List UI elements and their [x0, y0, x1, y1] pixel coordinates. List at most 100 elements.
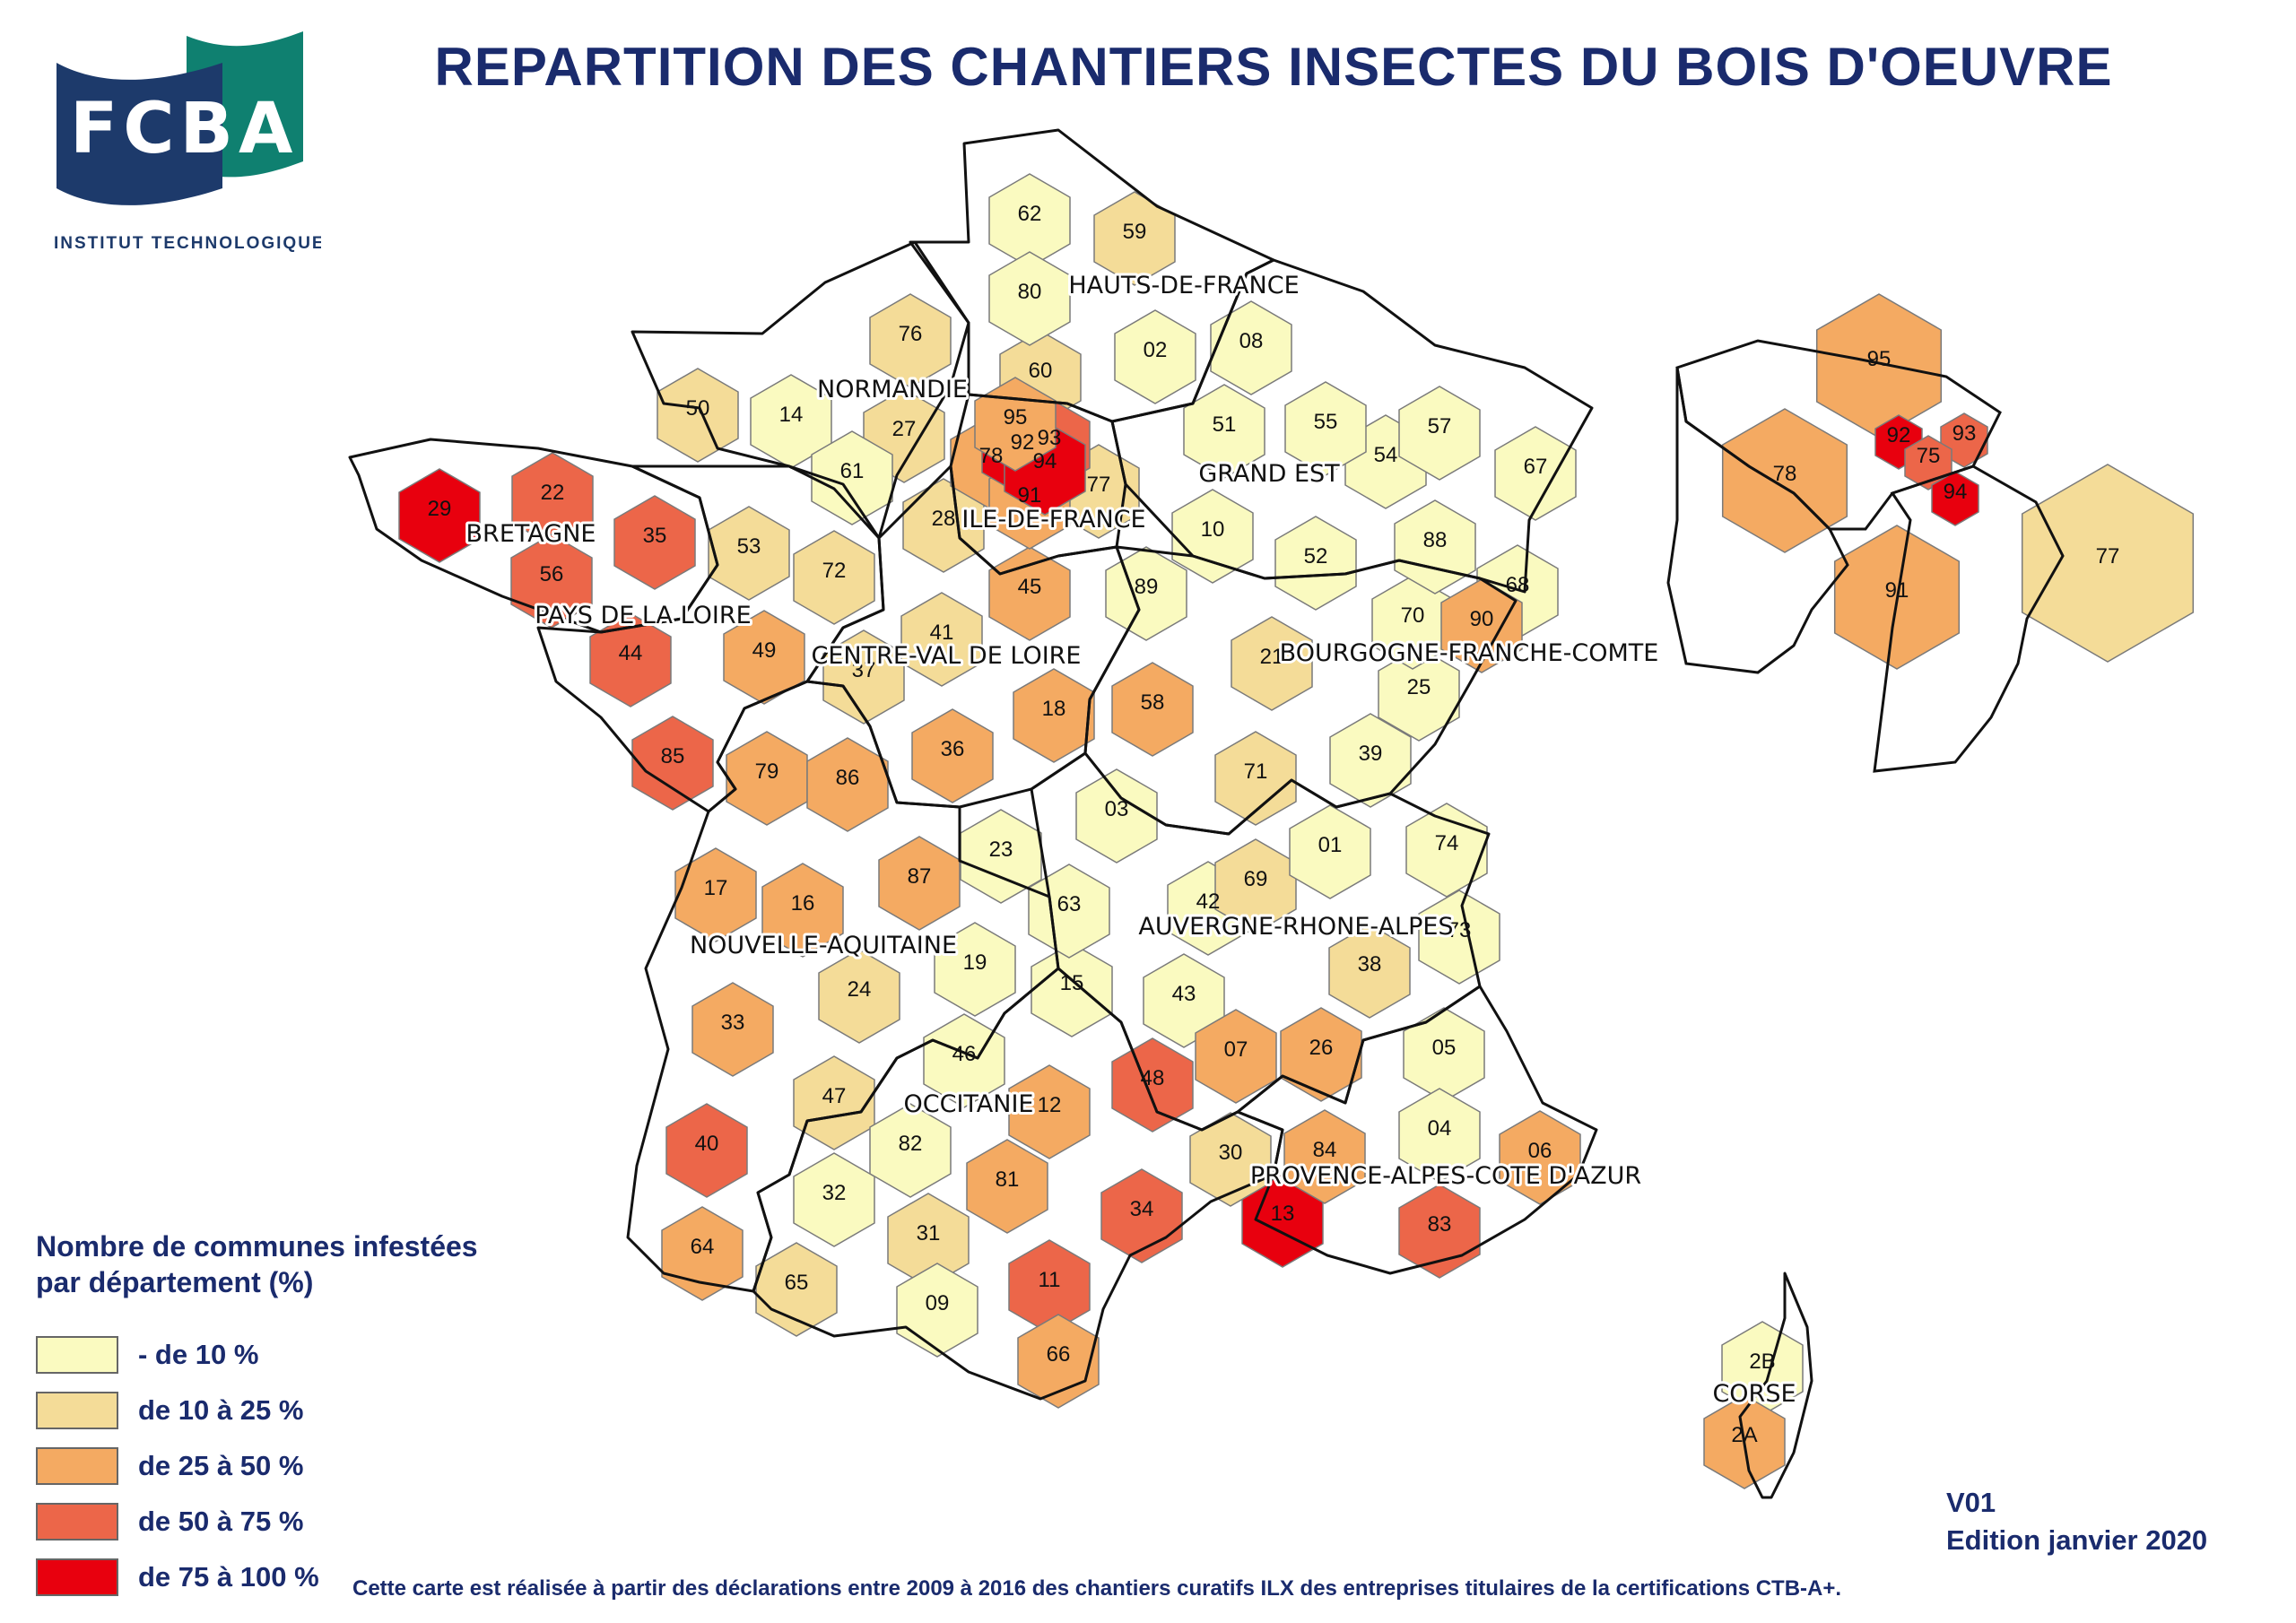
department-04	[1398, 1088, 1481, 1183]
boundary-corse	[1738, 1271, 1813, 1499]
idf-inset-department-label-77: 77	[2096, 544, 2120, 568]
department-label-25: 25	[1407, 675, 1431, 699]
department-label-13: 13	[1271, 1202, 1295, 1226]
legend-swatch	[36, 1336, 118, 1374]
department-label-70: 70	[1401, 603, 1425, 628]
department-81	[966, 1139, 1048, 1234]
department-label-2B: 2B	[1749, 1350, 1775, 1374]
department-label-17: 17	[704, 876, 728, 900]
department-label-21: 21	[1260, 645, 1284, 669]
department-73	[1418, 890, 1500, 985]
region-label: GRAND EST	[1198, 460, 1340, 488]
department-82	[869, 1103, 952, 1198]
department-40	[665, 1103, 748, 1198]
department-label-11: 11	[1039, 1268, 1061, 1292]
department-83	[1398, 1184, 1481, 1279]
department-label-12: 12	[1038, 1093, 1062, 1117]
idf-inset-boundary	[1666, 339, 2065, 773]
department-label-40: 40	[695, 1132, 719, 1156]
logo-navy-flag	[57, 63, 222, 205]
department-label-15: 15	[1060, 971, 1084, 995]
department-label-68: 68	[1506, 573, 1530, 597]
department-label-26: 26	[1309, 1036, 1334, 1060]
department-label-89: 89	[1135, 575, 1159, 599]
department-label-56: 56	[540, 562, 564, 586]
department-80	[988, 251, 1071, 346]
department-label-85: 85	[661, 744, 685, 768]
department-65	[755, 1242, 838, 1337]
department-label-36: 36	[941, 737, 965, 761]
fcba-logo: FCBA INSTITUT TECHNOLOGIQUE	[52, 27, 324, 260]
department-label-94: 94	[1033, 449, 1057, 473]
legend: Nombre de communes infestées par départe…	[36, 1228, 538, 1605]
region-boundaries	[348, 128, 1813, 1499]
legend-label: de 10 à 25 %	[138, 1394, 304, 1426]
department-label-92: 92	[1011, 430, 1035, 455]
department-label-35: 35	[643, 524, 667, 548]
department-label-58: 58	[1141, 690, 1165, 715]
department-21	[1231, 616, 1313, 711]
department-label-88: 88	[1423, 528, 1448, 552]
department-67	[1494, 426, 1577, 521]
department-15	[1031, 942, 1113, 1037]
department-29	[398, 468, 481, 563]
department-09	[896, 1263, 978, 1358]
department-label-24: 24	[848, 977, 872, 1002]
department-label-33: 33	[721, 1011, 745, 1035]
department-49	[723, 610, 805, 705]
department-label-66: 66	[1047, 1342, 1071, 1367]
idf-inset-department-93	[1940, 412, 1988, 468]
department-48	[1111, 1037, 1194, 1133]
department-label-38: 38	[1358, 952, 1382, 976]
department-label-84: 84	[1313, 1138, 1337, 1162]
region-label: PAYS DE LA LOIRE	[535, 602, 751, 629]
department-label-57: 57	[1428, 414, 1452, 438]
department-label-31: 31	[917, 1221, 941, 1245]
legend-title-line1: Nombre de communes infestées	[36, 1230, 478, 1263]
department-02	[1114, 309, 1196, 404]
idf-inset-department-label-92: 92	[1887, 423, 1911, 447]
department-label-19: 19	[963, 950, 987, 975]
department-label-87: 87	[908, 864, 932, 889]
department-label-50: 50	[686, 396, 710, 421]
department-10	[1171, 489, 1254, 584]
department-label-90: 90	[1470, 607, 1494, 631]
department-label-49: 49	[752, 638, 777, 663]
region-label: NORMANDIE	[817, 376, 968, 404]
region-label: PROVENCE-ALPES-COTE D'AZUR	[1250, 1162, 1641, 1190]
department-label-82: 82	[899, 1132, 923, 1156]
department-44	[589, 612, 672, 707]
department-19	[934, 922, 1016, 1017]
department-07	[1195, 1009, 1277, 1104]
department-52	[1274, 516, 1357, 611]
department-label-64: 64	[691, 1235, 715, 1259]
department-label-65: 65	[785, 1271, 809, 1295]
legend-item: de 75 à 100 %	[36, 1549, 538, 1605]
department-84	[1283, 1109, 1366, 1204]
department-label-18: 18	[1042, 697, 1066, 721]
department-label-48: 48	[1141, 1066, 1165, 1090]
department-51	[1183, 384, 1265, 479]
department-38	[1328, 924, 1411, 1019]
department-label-67: 67	[1524, 455, 1548, 479]
idf-inset-department-label-95: 95	[1867, 347, 1892, 371]
department-label-37: 37	[852, 658, 876, 682]
department-label-10: 10	[1201, 517, 1225, 542]
department-label-05: 05	[1432, 1036, 1457, 1060]
department-79	[726, 731, 808, 826]
legend-title: Nombre de communes infestées par départe…	[36, 1228, 538, 1300]
region-label: BRETAGNE	[466, 520, 596, 548]
department-label-77: 77	[1087, 473, 1111, 497]
department-43	[1143, 953, 1225, 1048]
department-85	[631, 716, 714, 811]
region-label: BOURGOGNE-FRANCHE-COMTE	[1280, 639, 1659, 667]
legend-title-line2: par département (%)	[36, 1266, 314, 1298]
department-12	[1008, 1064, 1091, 1159]
department-label-30: 30	[1219, 1141, 1243, 1165]
department-label-52: 52	[1304, 544, 1328, 568]
department-label-06: 06	[1528, 1139, 1552, 1163]
department-label-16: 16	[791, 891, 815, 916]
department-label-27: 27	[892, 417, 917, 441]
department-label-41: 41	[930, 621, 954, 645]
department-35	[613, 495, 696, 590]
